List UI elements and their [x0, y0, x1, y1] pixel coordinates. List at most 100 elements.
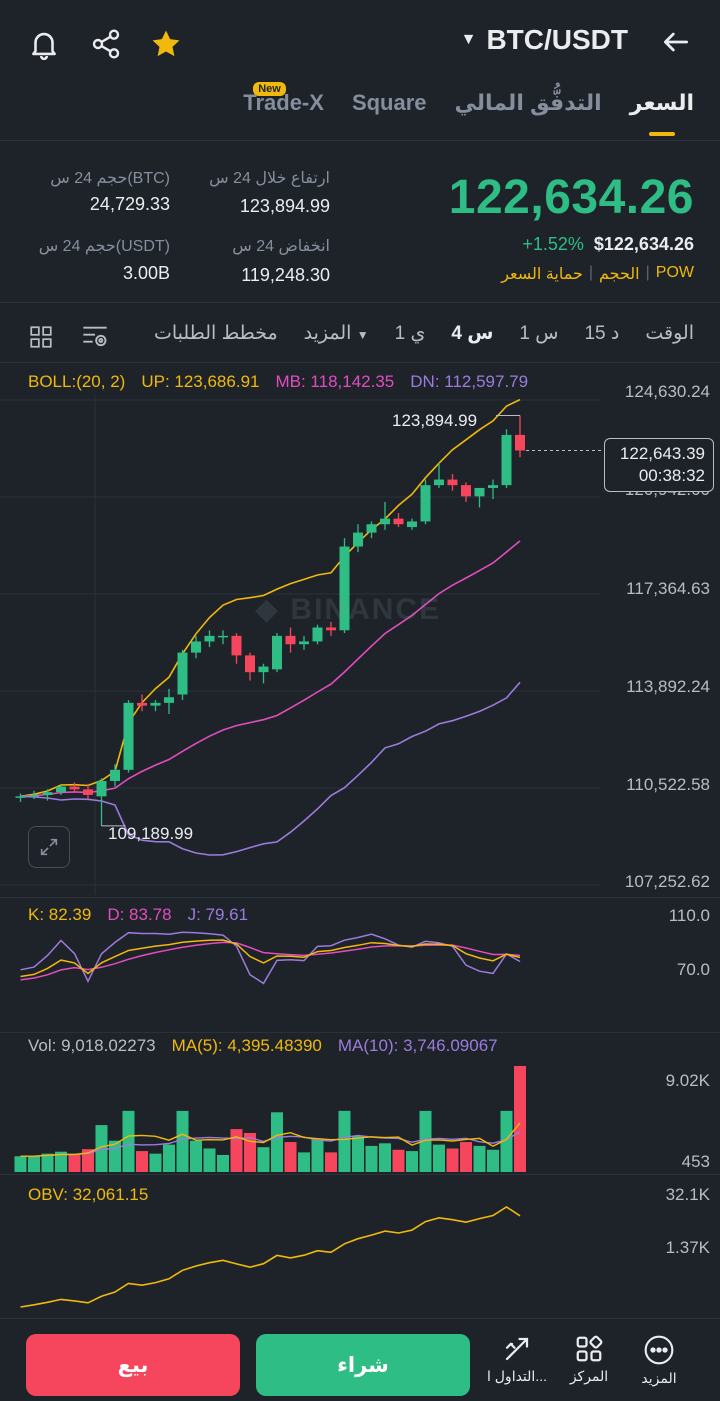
volume-bar — [122, 1110, 135, 1172]
candle-body — [204, 635, 215, 642]
obv-axis-label: 32.1K — [665, 1185, 710, 1204]
tf-4h[interactable]: 4 س — [451, 323, 494, 344]
pair-selector[interactable]: ▼ BTC/USDT — [461, 24, 628, 56]
volume-value: Vol: 9,018.02273 — [28, 1036, 156, 1055]
kdj-legend: K: 82.39 D: 83.78 J: 79.61 — [28, 905, 248, 925]
chart-divider — [0, 897, 720, 898]
volume-bar — [460, 1142, 472, 1172]
candle-body — [177, 652, 188, 695]
candle-body — [110, 769, 120, 781]
candle-body — [447, 479, 458, 486]
change-percent: +1.52% — [522, 234, 584, 254]
volume-bar — [136, 1151, 148, 1172]
bottom-divider — [0, 1318, 720, 1319]
arrow-left-icon[interactable] — [656, 22, 696, 62]
kdj-d: D: 83.78 — [107, 905, 172, 924]
candle-body — [272, 635, 282, 670]
boll-label: BOLL:(20, 2) — [28, 372, 126, 391]
bell-icon[interactable] — [24, 24, 64, 64]
volume-axis-label: 453 — [681, 1152, 710, 1171]
candle-body — [393, 518, 404, 525]
candle-body — [29, 794, 39, 797]
tab-trade-x[interactable]: Trade-X New — [243, 82, 324, 115]
volume-bar — [325, 1152, 337, 1172]
main-tabs: السعر التدفُّق المالي Square Trade-X New — [243, 82, 694, 126]
candlestick-chart[interactable] — [0, 395, 720, 895]
volume-divider — [0, 1174, 720, 1175]
share-icon[interactable] — [86, 24, 126, 64]
kdj-k-line — [20, 939, 521, 978]
time-label[interactable]: الوقت — [645, 323, 694, 344]
kdj-axis-label: 70.0 — [676, 960, 710, 979]
volume-bar — [203, 1148, 216, 1172]
depth-chart-tab[interactable]: مخطط الطلبات — [153, 323, 278, 344]
candle-body — [312, 627, 323, 642]
tf-1h[interactable]: 1 س — [519, 323, 559, 344]
candle-body — [353, 532, 363, 547]
boll-lower-line — [20, 681, 521, 856]
new-badge: New — [253, 82, 286, 96]
kdj-chart — [20, 931, 521, 985]
volume-bar — [500, 1110, 513, 1172]
more-dropdown[interactable]: المزيد ▼ — [303, 323, 369, 344]
boll-upper-line — [20, 398, 521, 798]
indicator-settings-icon[interactable] — [78, 322, 112, 352]
candle-body — [461, 485, 471, 497]
price-axis-label: 117,364.63 — [626, 579, 710, 598]
volume-bar — [311, 1139, 324, 1172]
tab-money-flow[interactable]: التدفُّق المالي — [454, 90, 602, 115]
toolbar-divider — [0, 362, 720, 363]
tag-price-protection[interactable]: حماية السعر — [501, 266, 583, 283]
candle-body — [501, 434, 512, 486]
vol-usdt-value: 3.00B — [122, 263, 170, 283]
volume-axis-label: 9.02K — [665, 1071, 710, 1090]
tab-square[interactable]: Square — [351, 90, 427, 115]
vol-usdt-label: حجم 24 س(USDT) — [38, 238, 170, 255]
candle-body — [191, 641, 201, 653]
current-price-value: 122,643.39 — [619, 444, 705, 463]
obv-line — [20, 1206, 521, 1308]
chevron-down-icon: ▼ — [460, 31, 477, 48]
volume-bar — [352, 1135, 364, 1172]
candle-body — [299, 641, 309, 645]
candle-body — [339, 546, 350, 631]
volume-bar — [14, 1156, 27, 1172]
high-marker-label: 123,894.99 — [392, 411, 478, 430]
candle-body — [366, 524, 377, 533]
candle-countdown: 00:38:32 — [638, 466, 705, 485]
volume-bar — [419, 1110, 432, 1172]
tag-volume[interactable]: الحجم — [599, 266, 640, 283]
volume-bar — [392, 1149, 405, 1172]
candle-body — [42, 792, 53, 795]
nav-more[interactable]: المزيد — [624, 1334, 694, 1387]
price-axis-label: 110,522.58 — [626, 775, 710, 794]
layout-grid-icon[interactable] — [26, 322, 56, 352]
candle-body — [326, 627, 336, 631]
kdj-divider — [0, 1032, 720, 1033]
boll-legend: BOLL:(20, 2) UP: 123,686.91 MB: 118,142.… — [28, 372, 528, 392]
nav-trading[interactable]: التداول ا... — [482, 1334, 552, 1385]
buy-button[interactable]: شراء — [256, 1334, 470, 1396]
volume-bar — [95, 1125, 108, 1172]
tag-pow[interactable]: POW — [655, 264, 694, 281]
candle-body — [83, 789, 93, 795]
candle-body — [164, 697, 174, 703]
volume-bar — [41, 1153, 54, 1172]
grid-apps-icon — [576, 1335, 603, 1362]
sell-button[interactable]: بيع — [26, 1334, 240, 1396]
volume-bar — [68, 1154, 81, 1172]
obv-axis-label: 1.37K — [665, 1238, 710, 1257]
expand-chart-icon[interactable] — [28, 826, 70, 868]
last-price: 122,634.26 — [448, 171, 694, 224]
tf-15m[interactable]: 15 د — [584, 323, 620, 344]
tf-1d[interactable]: 1 ي — [394, 323, 426, 344]
tab-price[interactable]: السعر — [630, 90, 694, 126]
nav-position[interactable]: المركز — [554, 1334, 624, 1385]
caret-down-icon: ▼ — [356, 328, 369, 342]
candle-body — [420, 485, 431, 522]
volume-ma5: MA(5): 4,395.48390 — [171, 1036, 322, 1055]
star-icon[interactable] — [146, 24, 186, 64]
obv-chart — [20, 1206, 521, 1308]
candle-body — [123, 702, 134, 770]
volume-bar — [514, 1066, 526, 1172]
